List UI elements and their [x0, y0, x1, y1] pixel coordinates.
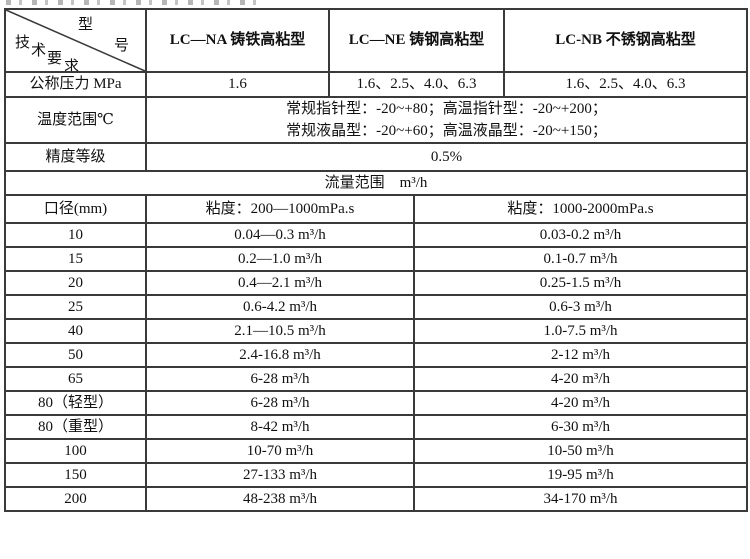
- diameter-cell: 65: [4, 366, 147, 392]
- table-row: 200 48-238 m³/h 34-170 m³/h: [4, 486, 748, 512]
- diameter-header-row: 口径(mm) 粘度：200—1000mPa.s 粘度：1000-2000mPa.…: [4, 194, 748, 224]
- flow-high-viscosity-cell: 10-50 m³/h: [413, 438, 748, 464]
- temperature-value: 常规指针型：-20~+80；高温指针型：-20~+200； 常规液晶型：-20~…: [145, 96, 748, 144]
- flow-section-title-row: 流量范围 m³/h: [4, 170, 748, 196]
- viscosity-column-header-low: 粘度：200—1000mPa.s: [145, 194, 415, 224]
- flow-low-viscosity-cell: 6-28 m³/h: [145, 390, 415, 416]
- table-row: 40 2.1—10.5 m³/h 1.0-7.5 m³/h: [4, 318, 748, 344]
- diameter-cell: 50: [4, 342, 147, 368]
- diameter-cell: 200: [4, 486, 147, 512]
- diameter-cell: 150: [4, 462, 147, 488]
- flow-high-viscosity-cell: 34-170 m³/h: [413, 486, 748, 512]
- column-header-model-lc-ne: LC—NE 铸钢高粘型: [328, 8, 505, 73]
- diameter-cell: 20: [4, 270, 147, 296]
- viscosity-column-header-high: 粘度：1000-2000mPa.s: [413, 194, 748, 224]
- accuracy-label: 精度等级: [4, 142, 147, 172]
- accuracy-row: 精度等级 0.5%: [4, 142, 748, 172]
- flow-high-viscosity-cell: 4-20 m³/h: [413, 390, 748, 416]
- pressure-value: 1.6: [145, 71, 330, 98]
- flow-high-viscosity-cell: 2-12 m³/h: [413, 342, 748, 368]
- diameter-cell: 80（重型）: [4, 414, 147, 440]
- pressure-row: 公称压力 MPa 1.6 1.6、2.5、4.0、6.3 1.6、2.5、4.0…: [4, 71, 748, 98]
- flow-low-viscosity-cell: 8-42 m³/h: [145, 414, 415, 440]
- column-header-model-lc-na: LC—NA 铸铁高粘型: [145, 8, 330, 73]
- pressure-value: 1.6、2.5、4.0、6.3: [328, 71, 505, 98]
- diameter-cell: 10: [4, 222, 147, 248]
- flow-high-viscosity-cell: 0.03-0.2 m³/h: [413, 222, 748, 248]
- flow-high-viscosity-cell: 1.0-7.5 m³/h: [413, 318, 748, 344]
- diameter-column-label: 口径(mm): [4, 194, 147, 224]
- corner-label-model-char: 型: [78, 17, 94, 33]
- diameter-cell: 80（轻型）: [4, 390, 147, 416]
- table-row: 10 0.04—0.3 m³/h 0.03-0.2 m³/h: [4, 222, 748, 248]
- corner-label-spec-char: 术: [31, 43, 47, 59]
- flow-low-viscosity-cell: 2.4-16.8 m³/h: [145, 342, 415, 368]
- flow-high-viscosity-cell: 4-20 m³/h: [413, 366, 748, 392]
- flow-high-viscosity-cell: 0.25-1.5 m³/h: [413, 270, 748, 296]
- table-row: 20 0.4—2.1 m³/h 0.25-1.5 m³/h: [4, 270, 748, 296]
- temperature-line-lcd: 常规液晶型：-20~+60；高温液晶型：-20~+150；: [286, 123, 607, 139]
- flow-low-viscosity-cell: 0.6-4.2 m³/h: [145, 294, 415, 320]
- flow-high-viscosity-cell: 0.1-0.7 m³/h: [413, 246, 748, 272]
- flow-low-viscosity-cell: 0.4—2.1 m³/h: [145, 270, 415, 296]
- flow-high-viscosity-cell: 19-95 m³/h: [413, 462, 748, 488]
- flow-high-viscosity-cell: 6-30 m³/h: [413, 414, 748, 440]
- diameter-cell: 40: [4, 318, 147, 344]
- flow-section-title: 流量范围 m³/h: [4, 170, 748, 196]
- corner-diagonal-cell: 型 号 技 术 要 求: [4, 8, 147, 73]
- diameter-cell: 15: [4, 246, 147, 272]
- corner-label-spec-char: 求: [64, 59, 80, 72]
- table-header-row: 型 号 技 术 要 求 LC—NA 铸铁高粘型 LC—NE 铸钢高粘型 LC-N…: [4, 8, 748, 73]
- temperature-label: 温度范围℃: [4, 96, 147, 144]
- table-row: 80（重型） 8-42 m³/h 6-30 m³/h: [4, 414, 748, 440]
- flow-low-viscosity-cell: 0.2—1.0 m³/h: [145, 246, 415, 272]
- table-row: 50 2.4-16.8 m³/h 2-12 m³/h: [4, 342, 748, 368]
- flowmeter-spec-table: 型 号 技 术 要 求 LC—NA 铸铁高粘型 LC—NE 铸钢高粘型 LC-N…: [4, 8, 748, 512]
- pressure-label: 公称压力 MPa: [4, 71, 147, 98]
- table-row: 100 10-70 m³/h 10-50 m³/h: [4, 438, 748, 464]
- temperature-row: 温度范围℃ 常规指针型：-20~+80；高温指针型：-20~+200； 常规液晶…: [4, 96, 748, 144]
- column-header-model-lc-nb: LC-NB 不锈钢高粘型: [503, 8, 748, 73]
- table-row: 80（轻型） 6-28 m³/h 4-20 m³/h: [4, 390, 748, 416]
- corner-label-spec-char: 技: [15, 35, 31, 51]
- cropped-text-artifact: [6, 0, 256, 5]
- pressure-value: 1.6、2.5、4.0、6.3: [503, 71, 748, 98]
- table-row: 15 0.2—1.0 m³/h 0.1-0.7 m³/h: [4, 246, 748, 272]
- flow-low-viscosity-cell: 27-133 m³/h: [145, 462, 415, 488]
- flow-high-viscosity-cell: 0.6-3 m³/h: [413, 294, 748, 320]
- temperature-line-pointer: 常规指针型：-20~+80；高温指针型：-20~+200；: [286, 101, 607, 117]
- flow-low-viscosity-cell: 0.04—0.3 m³/h: [145, 222, 415, 248]
- table-row: 150 27-133 m³/h 19-95 m³/h: [4, 462, 748, 488]
- flow-low-viscosity-cell: 48-238 m³/h: [145, 486, 415, 512]
- flow-low-viscosity-cell: 6-28 m³/h: [145, 366, 415, 392]
- flow-low-viscosity-cell: 10-70 m³/h: [145, 438, 415, 464]
- table-row: 65 6-28 m³/h 4-20 m³/h: [4, 366, 748, 392]
- corner-label-model-char: 号: [114, 38, 130, 54]
- accuracy-value: 0.5%: [145, 142, 748, 172]
- table-row: 25 0.6-4.2 m³/h 0.6-3 m³/h: [4, 294, 748, 320]
- diagonal-line: [7, 11, 144, 70]
- flow-low-viscosity-cell: 2.1—10.5 m³/h: [145, 318, 415, 344]
- diameter-cell: 25: [4, 294, 147, 320]
- diameter-cell: 100: [4, 438, 147, 464]
- corner-label-spec-char: 要: [47, 51, 63, 67]
